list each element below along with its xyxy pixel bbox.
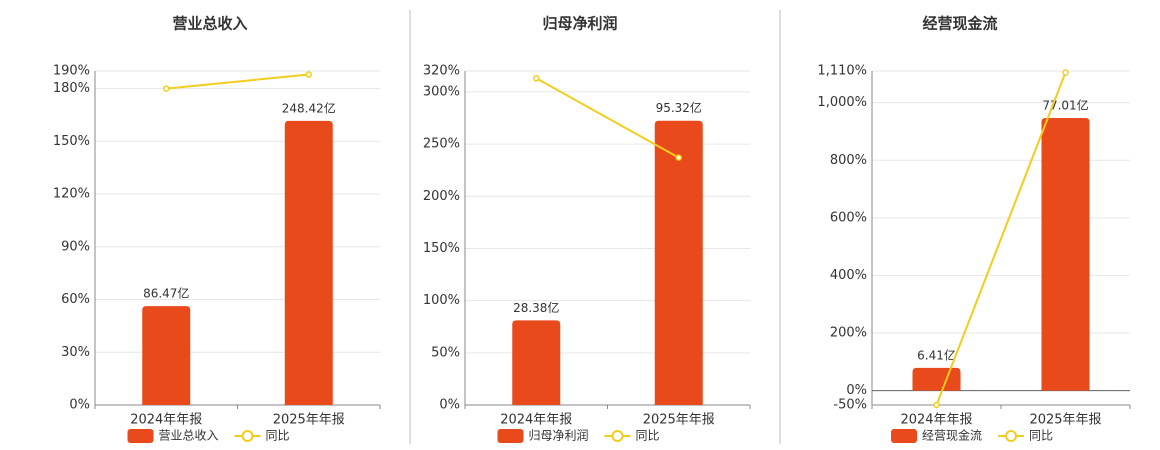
x-tick-label: 2025年年报 (643, 413, 715, 428)
y-tick-label: 200% (830, 326, 867, 341)
bar-value-label: 248.42亿 (282, 100, 336, 115)
legend-marker (1005, 430, 1018, 442)
legend-label: 营业总收入 (159, 429, 219, 443)
y-tick-label: 30% (61, 345, 90, 360)
y-tick-label: 120% (53, 187, 90, 202)
y-tick-label: 200% (423, 189, 460, 204)
bar (512, 320, 561, 405)
y-tick-label: 150% (423, 241, 460, 256)
legend-label: 同比 (266, 429, 290, 443)
line-marker (533, 75, 540, 82)
y-tick-label: 150% (53, 134, 90, 149)
chart-title: 营业总收入 (172, 15, 247, 33)
y-tick-label: 1,000% (817, 95, 867, 110)
y-tick-label: 600% (830, 210, 867, 225)
x-tick-label: 2025年年报 (1029, 413, 1101, 428)
line-series (535, 77, 680, 159)
x-tick-label: 2025年年报 (273, 413, 345, 428)
bar-value-label: 6.41亿 (917, 347, 956, 362)
y-tick-label: 250% (423, 137, 460, 152)
legend-label: 归母净利润 (529, 429, 589, 443)
legend-swatch (127, 429, 154, 443)
bar (1041, 118, 1090, 391)
x-tick-label: 2024年年报 (500, 413, 572, 428)
y-tick-label: 0% (69, 398, 90, 413)
bar-value-label: 86.47亿 (143, 286, 189, 301)
line-marker (675, 154, 682, 161)
y-tick-label: 180% (53, 81, 90, 96)
y-tick-label: 0% (846, 383, 867, 398)
bar (912, 367, 961, 391)
y-tick-label: 800% (830, 153, 867, 168)
line-marker (933, 401, 940, 409)
legend-label: 同比 (1029, 429, 1053, 443)
bar-value-label: 28.38亿 (513, 300, 559, 315)
bar (654, 120, 703, 406)
y-tick-label: 0% (439, 398, 460, 413)
legend-marker (241, 430, 254, 442)
legend-swatch (497, 429, 524, 443)
x-tick-label: 2024年年报 (130, 413, 202, 428)
bar-value-label: 95.32亿 (656, 100, 702, 115)
x-tick-label: 2024年年报 (900, 413, 972, 428)
legend-label: 经营现金流 (922, 428, 982, 443)
y-tick-label: 190% (53, 64, 90, 79)
bar-value-label: 77.01亿 (1042, 98, 1088, 113)
line-marker (163, 85, 170, 92)
line-series (935, 72, 1067, 406)
y-tick-label: 400% (830, 268, 867, 283)
y-tick-label: 300% (423, 84, 460, 99)
line-marker (1062, 69, 1069, 76)
chart-title: 经营现金流 (922, 15, 997, 33)
line-marker (305, 71, 312, 78)
legend-marker (611, 430, 624, 442)
bar (142, 306, 191, 405)
legend-swatch (891, 429, 917, 443)
y-tick-label: 100% (423, 293, 460, 308)
bar (284, 120, 333, 405)
legend-label: 同比 (636, 429, 660, 443)
chart-title: 归母净利润 (542, 15, 617, 33)
y-tick-label: 60% (61, 292, 90, 307)
line-series (166, 73, 309, 90)
y-tick-label: -50% (833, 398, 867, 413)
y-tick-label: 320% (423, 64, 460, 79)
y-tick-label: 1,110% (817, 64, 867, 79)
y-tick-label: 50% (431, 345, 460, 360)
y-tick-label: 90% (61, 239, 90, 254)
